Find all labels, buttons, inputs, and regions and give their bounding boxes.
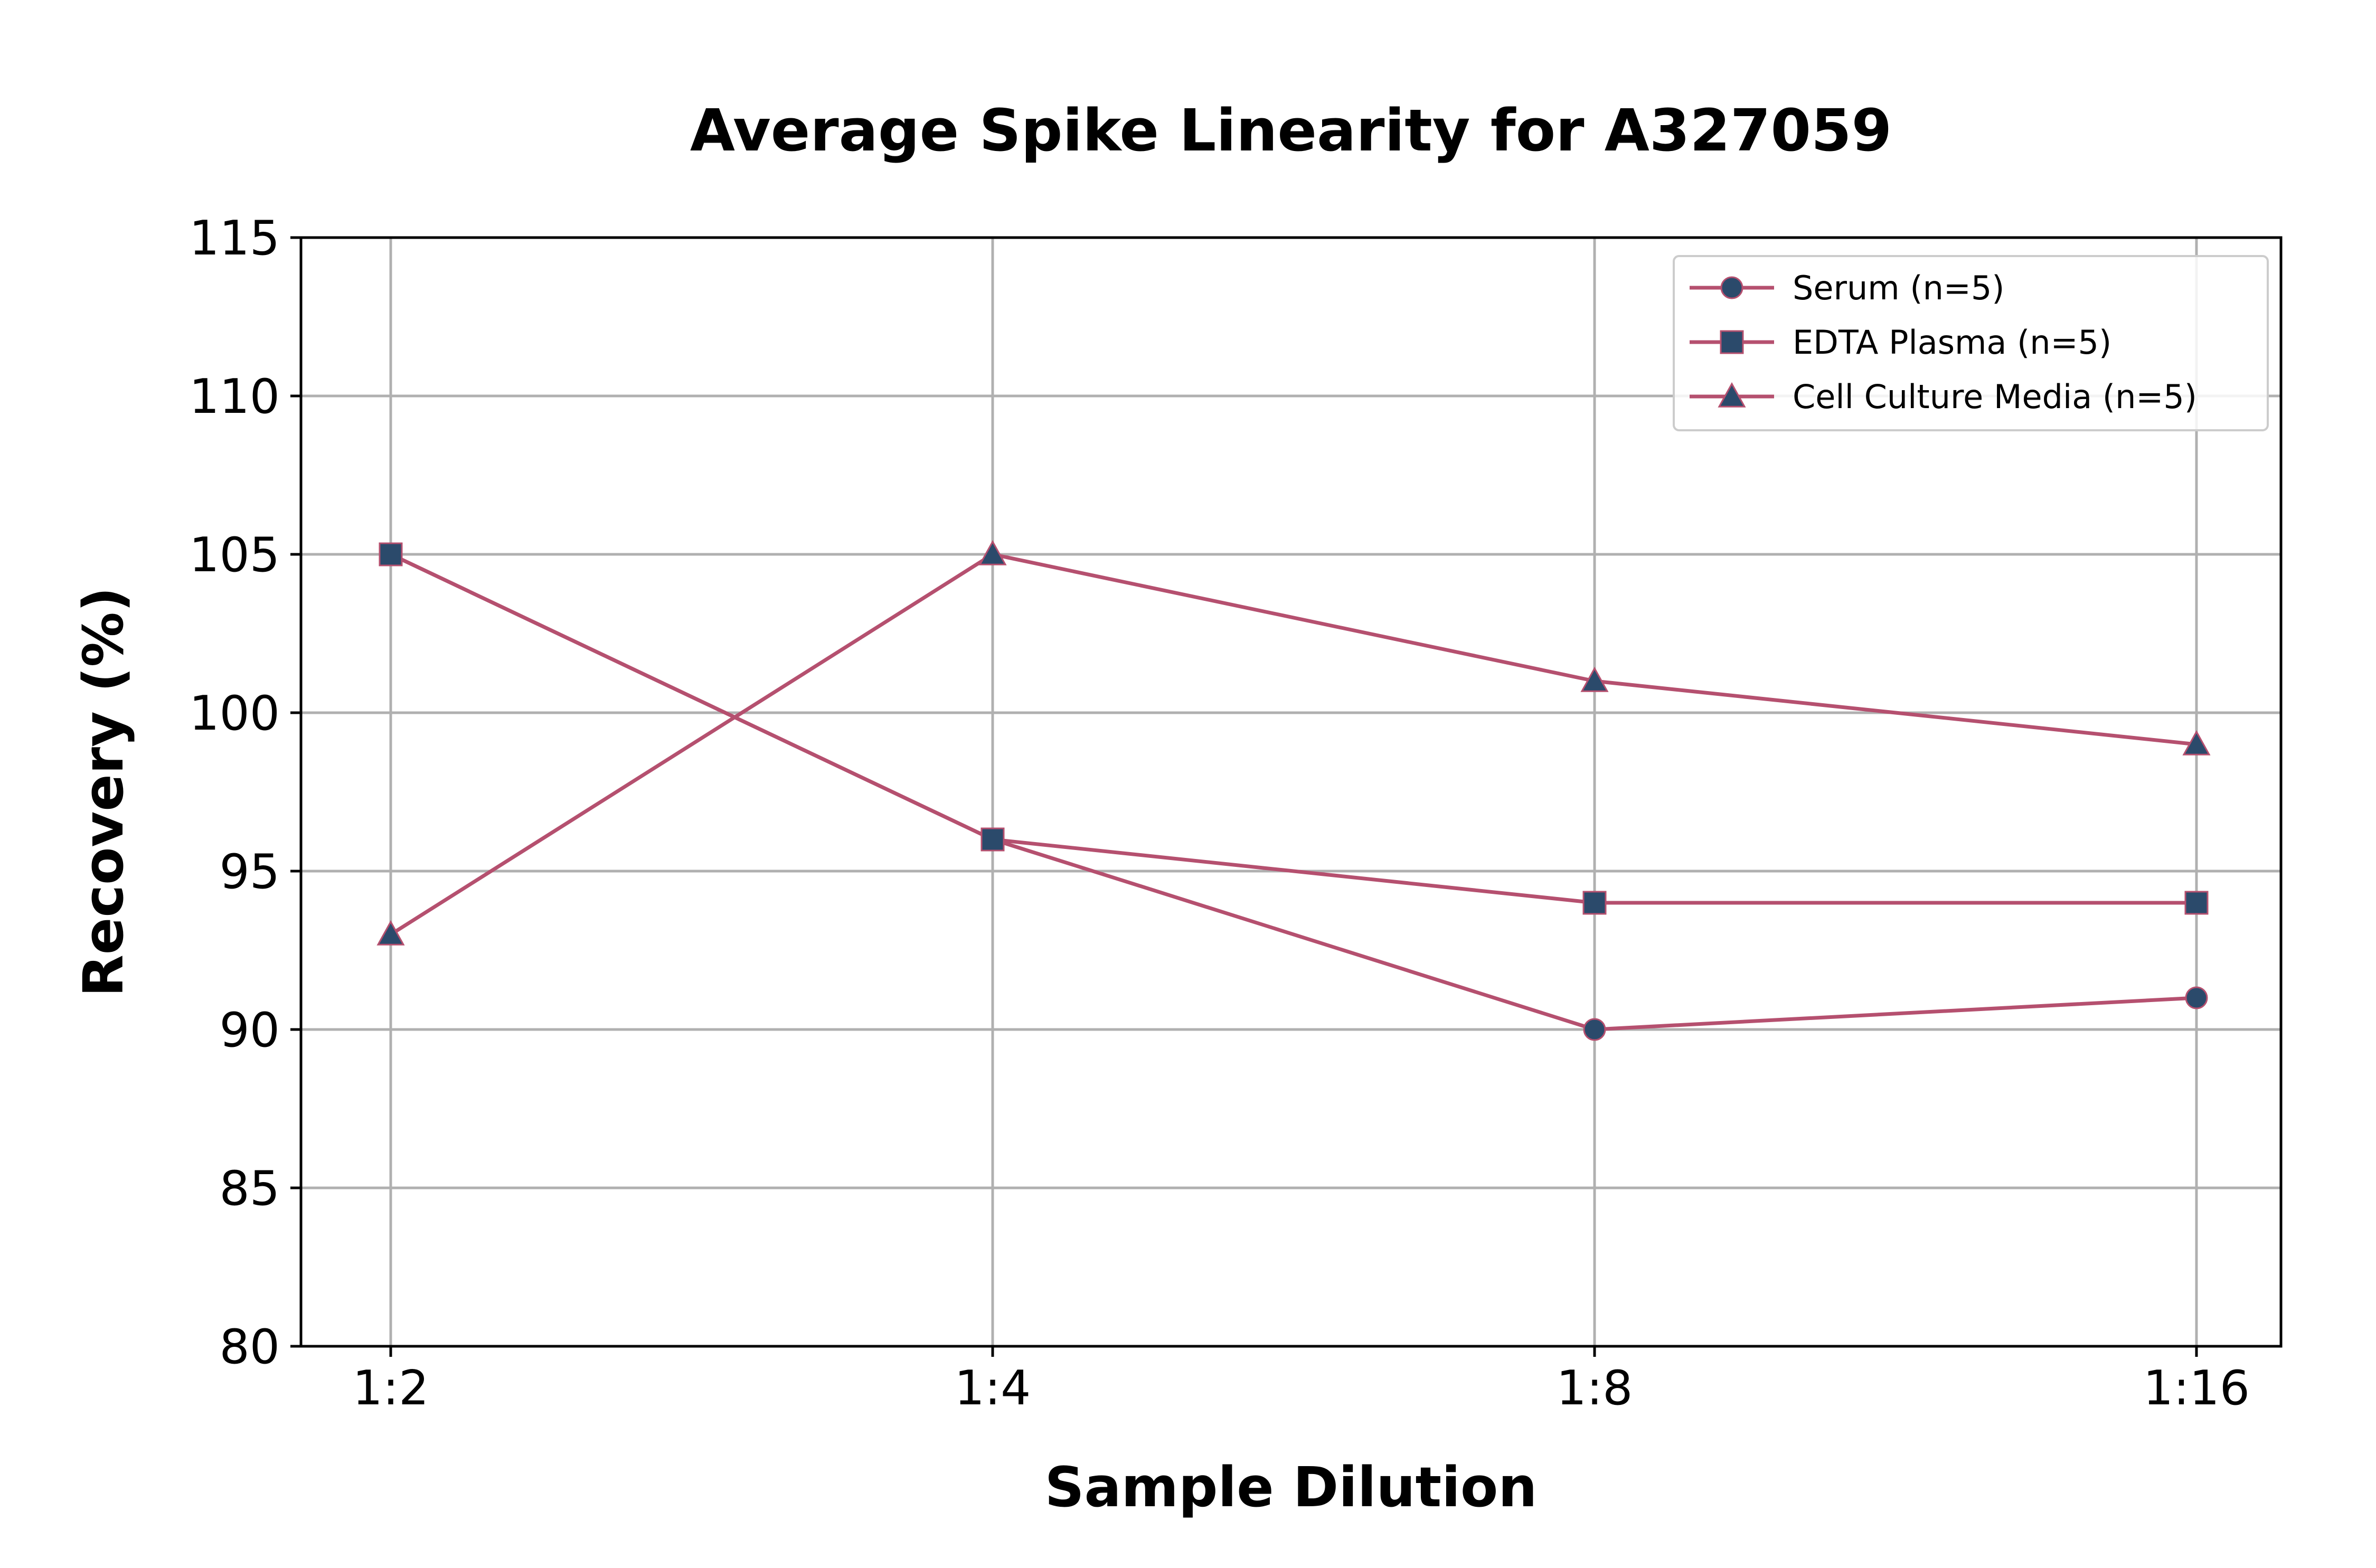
data-point: [376, 920, 405, 946]
series-layer: [376, 540, 2211, 1041]
y-tick-label: 85: [219, 1161, 280, 1216]
series-2: [379, 542, 2209, 915]
chart-title: Average Spike Linearity for A327059: [690, 97, 1892, 164]
y-tick-label: 90: [219, 1003, 280, 1058]
y-tick-label: 100: [189, 686, 280, 741]
data-point: [1580, 666, 1609, 692]
legend-item: Cell Culture Media (n=5): [1690, 377, 2197, 416]
legend-marker: [1718, 382, 1746, 408]
y-tick-label: 80: [219, 1319, 280, 1375]
y-tick-label: 95: [219, 844, 280, 900]
series-3: [376, 540, 2211, 946]
legend-box: [1673, 255, 2269, 431]
legend-label: EDTA Plasma (n=5): [1793, 323, 2111, 362]
legend-label: Cell Culture Media (n=5): [1793, 377, 2197, 416]
data-point: [980, 827, 1005, 852]
data-point: [1582, 891, 1607, 915]
data-point: [2182, 730, 2211, 755]
data-point: [379, 542, 403, 566]
legend-marker: [1720, 330, 1744, 354]
data-point: [978, 540, 1007, 565]
y-axis-label: Recovery (%): [71, 587, 136, 997]
y-tick-label: 110: [189, 369, 280, 424]
x-tick-label: 1:2: [353, 1361, 429, 1416]
axis-ticks: 1:2 1:4 1:8 1:16 80 85 90 95 100 105 110 115: [189, 211, 2250, 1416]
legend: Serum (n=5) EDTA Plasma (n=5) Cell Culture…: [1673, 255, 2269, 431]
legend-marker: [1720, 276, 1743, 299]
y-tick-label: 115: [189, 211, 280, 266]
series-line: [390, 552, 2197, 936]
data-point: [1583, 1018, 1606, 1041]
series-line: [390, 552, 2196, 905]
legend-item: EDTA Plasma (n=5): [1690, 323, 2111, 362]
plot-frame: [299, 236, 2283, 1348]
legend-label: Serum (n=5): [1793, 269, 2004, 307]
series-line: [390, 552, 2197, 1032]
x-tick-label: 1:8: [1557, 1361, 1633, 1416]
x-tick-label: 1:4: [955, 1361, 1031, 1416]
x-axis-label: Sample Dilution: [1045, 1455, 1538, 1519]
data-point: [2185, 986, 2208, 1009]
y-tick-label: 105: [189, 527, 280, 583]
legend-item: Serum (n=5): [1690, 269, 2004, 307]
data-point: [2184, 891, 2209, 915]
x-tick-label: 1:16: [2143, 1361, 2250, 1416]
